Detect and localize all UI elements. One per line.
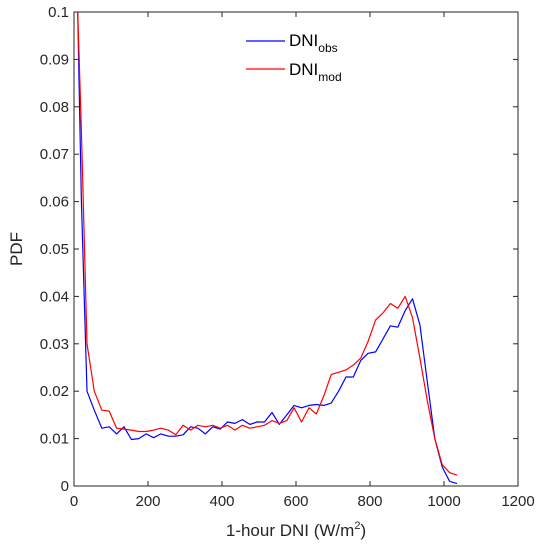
legend: DNIobs DNImod xyxy=(246,31,342,84)
x-tick-label: 400 xyxy=(209,493,234,510)
x-tick-label: 800 xyxy=(357,493,382,510)
plot-frame xyxy=(73,11,519,487)
y-tick-label: 0.09 xyxy=(40,51,69,68)
series-line-mod xyxy=(77,11,458,476)
y-tick-label: 0.01 xyxy=(40,431,69,448)
x-axis-title: 1-hour DNI (W/m2) xyxy=(226,520,366,540)
plot-area: 0 200 400 600 800 1000 1200 00.010.020.030.040… xyxy=(40,4,535,510)
y-tick-label: 0 xyxy=(61,478,69,495)
y-tick-label: 0.02 xyxy=(40,383,69,400)
y-tick-label: 0.08 xyxy=(40,99,69,116)
y-tick-label: 0.1 xyxy=(48,4,69,21)
series-layer xyxy=(77,11,458,485)
x-axis: 0 200 400 600 800 1000 1200 xyxy=(70,12,535,510)
x-tick-label: 1000 xyxy=(427,493,460,510)
x-tick-label: 600 xyxy=(283,493,308,510)
x-tick-label: 1200 xyxy=(501,493,534,510)
x-tick-label: 0 xyxy=(70,493,78,510)
x-axis-title-tail: ) xyxy=(360,521,366,540)
y-tick-label: 0.04 xyxy=(40,288,69,305)
series-line-obs xyxy=(77,11,458,485)
legend-label-mod: DNImod xyxy=(289,60,342,84)
x-tick-label: 200 xyxy=(135,493,160,510)
x-axis-title-sup: 2 xyxy=(354,520,360,532)
y-tick-label: 0.07 xyxy=(40,146,69,163)
x-axis-title-main: 1-hour DNI (W/m xyxy=(226,521,354,540)
y-axis: 0 0.01 0.02 0.03 0.04 0.05 0.06 0.07 0.08 0.09 0.1 xyxy=(40,4,518,495)
y-axis-title: PDF xyxy=(7,232,26,266)
y-tick-label: 0.06 xyxy=(40,194,69,211)
y-tick-label: 0.05 xyxy=(40,241,69,258)
legend-label-obs: DNIobs xyxy=(289,31,338,55)
y-tick-label: 0.03 xyxy=(40,336,69,353)
